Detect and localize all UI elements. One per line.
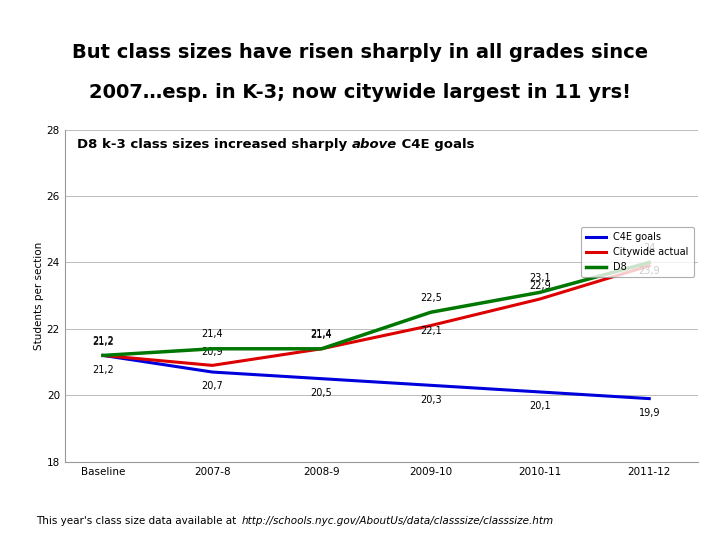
Text: 20,1: 20,1 <box>529 401 551 411</box>
Text: 21,2: 21,2 <box>92 336 114 346</box>
Text: 21,2: 21,2 <box>92 337 114 347</box>
Text: http://schools.nyc.gov/AboutUs/data/classsize/classsize.htm: http://schools.nyc.gov/AboutUs/data/clas… <box>241 516 554 526</box>
Text: 23,1: 23,1 <box>529 273 551 283</box>
Text: 21,4: 21,4 <box>311 330 333 341</box>
Text: This year's class size data available at: This year's class size data available at <box>36 516 243 526</box>
Text: But class sizes have risen sharply in all grades since: But class sizes have risen sharply in al… <box>72 43 648 62</box>
Text: 20,5: 20,5 <box>310 388 333 398</box>
Y-axis label: Students per section: Students per section <box>34 241 44 350</box>
Text: 21,4: 21,4 <box>202 329 223 340</box>
Text: 20,7: 20,7 <box>202 381 223 391</box>
Text: 22,9: 22,9 <box>529 281 551 291</box>
Text: 20,3: 20,3 <box>420 395 441 404</box>
Text: 23,9: 23,9 <box>639 266 660 276</box>
Text: 22,5: 22,5 <box>420 293 441 303</box>
Text: 19,9: 19,9 <box>639 408 660 418</box>
Text: above: above <box>352 138 397 151</box>
Text: 24: 24 <box>643 243 655 253</box>
Text: 21,4: 21,4 <box>311 329 333 340</box>
Text: 22,1: 22,1 <box>420 326 441 335</box>
Text: D8 k-3 class sizes increased sharply: D8 k-3 class sizes increased sharply <box>78 138 352 151</box>
Text: 21,2: 21,2 <box>92 364 114 375</box>
Text: 20,9: 20,9 <box>202 347 223 357</box>
Legend: C4E goals, Citywide actual, D8: C4E goals, Citywide actual, D8 <box>581 227 693 277</box>
Text: C4E goals: C4E goals <box>397 138 475 151</box>
Text: 2007…esp. in K-3; now citywide largest in 11 yrs!: 2007…esp. in K-3; now citywide largest i… <box>89 83 631 102</box>
